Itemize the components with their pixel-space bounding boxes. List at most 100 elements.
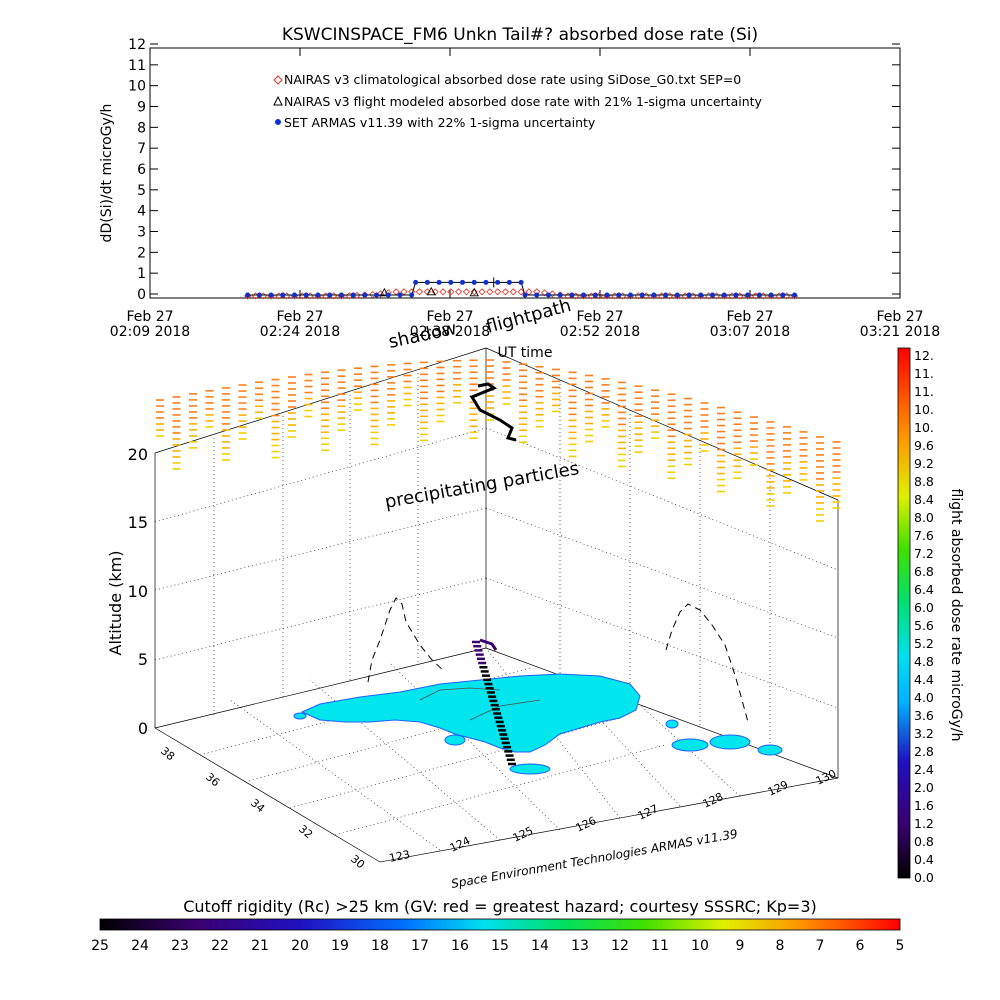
y-tick-label: 6	[137, 162, 146, 178]
rigidity-colorbar-tick: 23	[171, 938, 189, 954]
data-point-armas	[315, 292, 321, 298]
data-point-armas	[616, 292, 622, 298]
latitude-tick: 38	[158, 744, 177, 763]
altitude-tick: 20	[128, 445, 148, 464]
dose-colorbar-tick: 6.8	[914, 564, 934, 579]
data-point-nairas-climatological	[540, 289, 549, 297]
rigidity-colorbar-tick: 17	[411, 938, 429, 954]
data-point-armas	[581, 292, 587, 298]
legend-label-armas: SET ARMAS v11.39 with 22% 1-sigma uncert…	[284, 115, 596, 130]
y-tick-label: 0	[137, 287, 146, 303]
data-point-armas	[362, 292, 368, 298]
longitude-tick: 127	[636, 802, 661, 823]
data-point-armas	[756, 292, 762, 298]
data-point-armas	[292, 292, 298, 298]
dose-colorbar-tick: 4.4	[914, 672, 934, 687]
x-tick-label: Feb 27	[726, 309, 773, 325]
data-point-nairas-climatological	[486, 288, 494, 296]
data-point-armas	[639, 292, 645, 298]
data-point-nairas-flight	[426, 286, 437, 296]
data-point-armas	[495, 279, 501, 285]
scene-dotted-grid	[154, 373, 839, 851]
series-nairas-flight	[379, 286, 479, 297]
3d-flight-scene: 0 5 10 15 20 Altitude (km) 38 36 34 32 3…	[106, 295, 841, 891]
altitude-profile-left-wall	[367, 597, 446, 683]
rigidity-colorbar-tick: 12	[611, 938, 629, 954]
data-point-armas	[256, 292, 262, 298]
island	[665, 719, 679, 729]
y-tick-label: 12	[128, 37, 146, 53]
y-tick-label: 1	[137, 266, 146, 282]
data-point-armas	[733, 292, 739, 298]
data-point-armas	[385, 292, 391, 298]
rigidity-colorbar-tick: 16	[451, 938, 469, 954]
dose-colorbar: 12. 11. 11. 10. 10. 9.6 9.2 8.8 8.4 8.0 7.6 7.2 6.8 6…	[897, 347, 964, 885]
data-point-armas	[350, 292, 356, 298]
dose-colorbar-tick: 9.2	[914, 456, 934, 471]
x-tick-label: 02:09 2018	[110, 324, 190, 340]
data-point-armas	[674, 292, 680, 298]
dose-colorbar-tick: 9.6	[914, 438, 934, 453]
dose-colorbar-tick: 3.2	[914, 726, 934, 741]
dose-colorbar-tick: 2.8	[914, 744, 934, 759]
data-point-armas	[448, 279, 454, 285]
island	[444, 734, 466, 746]
rigidity-colorbar-tick: 21	[251, 938, 269, 954]
data-point-nairas-climatological	[478, 288, 486, 296]
data-point-armas	[436, 279, 442, 285]
data-point-armas	[698, 292, 704, 298]
rigidity-colorbar-tick: 25	[91, 938, 109, 954]
data-point-armas	[506, 279, 512, 285]
x-tick-label: 02:24 2018	[260, 324, 340, 340]
dose-colorbar-tick: 12.	[914, 348, 934, 363]
data-point-nairas-climatological	[470, 288, 478, 296]
longitude-tick: 129	[766, 778, 791, 799]
x-tick-label: 02:52 2018	[560, 324, 640, 340]
rigidity-colorbar-tick: 9	[736, 938, 745, 954]
dose-colorbar-tick: 7.2	[914, 546, 934, 561]
altitude-tick: 10	[128, 582, 148, 601]
x-tick-label: Feb 27	[276, 309, 323, 325]
dose-colorbar-tick: 4.8	[914, 654, 934, 669]
data-point-armas	[768, 292, 774, 298]
latitude-tick: 30	[348, 852, 367, 871]
island	[293, 712, 307, 720]
data-point-armas	[604, 292, 610, 298]
longitude-tick: 128	[701, 790, 726, 811]
y-tick-label: 4	[137, 204, 146, 220]
data-point-nairas-climatological	[447, 288, 455, 296]
data-point-armas	[518, 279, 524, 285]
rigidity-colorbar-tick: 11	[651, 938, 669, 954]
dose-colorbar-tick: 8.0	[914, 510, 934, 525]
dose-colorbar-labels: 12. 11. 11. 10. 10. 9.6 9.2 8.8 8.4 8.0 7.6 7.2 6.8 6…	[914, 348, 934, 885]
latitude-tick: 32	[296, 822, 315, 841]
longitude-tick: 126	[574, 814, 599, 835]
island	[757, 744, 783, 756]
altitude-axis-label: Altitude (km)	[106, 551, 125, 656]
data-point-armas	[663, 292, 669, 298]
data-point-armas	[534, 292, 540, 298]
rigidity-colorbar-tick: 13	[571, 938, 589, 954]
data-point-armas	[545, 292, 551, 298]
rigidity-colorbar-tick: 8	[776, 938, 785, 954]
data-point-nairas-flight	[379, 287, 390, 297]
data-point-armas	[338, 292, 344, 298]
data-point-armas	[710, 292, 715, 298]
y-tick-label: 11	[128, 58, 146, 74]
dose-colorbar-tick: 11.	[914, 366, 934, 381]
altitude-axis: 0 5 10 15 20 Altitude (km)	[106, 445, 148, 738]
data-point-armas	[303, 292, 309, 298]
y-tick-label: 5	[137, 183, 146, 199]
data-point-armas	[522, 292, 528, 298]
rigidity-colorbar-tick: 6	[856, 938, 865, 954]
y-tick-label: 7	[137, 141, 146, 157]
credit-annotation: Space Environment Technologies ARMAS v11…	[450, 827, 739, 891]
data-point-armas	[327, 292, 333, 298]
flightpath-top	[479, 638, 498, 651]
data-point-armas	[471, 279, 477, 285]
dose-colorbar-title: flight absorbed dose rate microGy/h	[948, 489, 964, 742]
rigidity-colorbar-tick: 14	[531, 938, 549, 954]
data-point-armas	[569, 292, 575, 298]
y-tick-label: 3	[137, 225, 146, 241]
data-point-armas	[397, 292, 403, 298]
